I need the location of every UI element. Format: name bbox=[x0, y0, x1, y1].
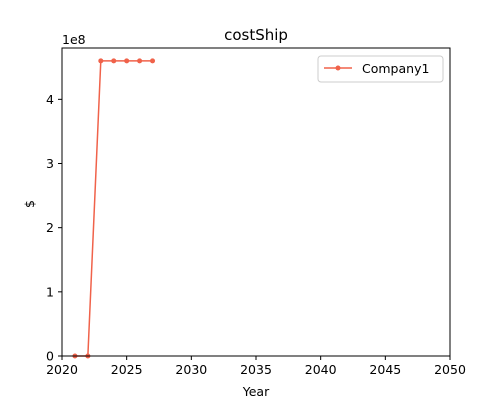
x-tick-label: 2030 bbox=[175, 362, 207, 377]
data-point bbox=[137, 58, 143, 64]
x-tick-label: 2045 bbox=[369, 362, 401, 377]
y-axis-label: $ bbox=[22, 200, 37, 208]
series-line bbox=[74, 60, 153, 357]
legend-label: Company1 bbox=[362, 61, 429, 76]
y-tick-label: 4 bbox=[46, 92, 54, 107]
data-point bbox=[111, 58, 117, 64]
legend: Company1 bbox=[317, 55, 444, 83]
x-axis: 2020 2025 2030 2035 2040 2045 2050 bbox=[46, 356, 466, 377]
y-axis: 0 1 2 3 4 bbox=[46, 92, 62, 364]
y-tick-label: 3 bbox=[46, 156, 54, 171]
x-tick-label: 2050 bbox=[434, 362, 466, 377]
axes-frame bbox=[61, 47, 451, 357]
x-tick-label: 2040 bbox=[305, 362, 337, 377]
x-axis-label: Year bbox=[242, 384, 270, 399]
y-tick-label: 1 bbox=[46, 284, 54, 299]
x-tick-label: 2020 bbox=[46, 362, 78, 377]
x-tick-label: 2025 bbox=[111, 362, 143, 377]
x-tick-label: 2035 bbox=[240, 362, 272, 377]
chart-title: costShip bbox=[224, 26, 288, 44]
data-point bbox=[98, 58, 104, 64]
data-point bbox=[150, 58, 156, 64]
y-tick-label: 0 bbox=[46, 349, 54, 364]
y-tick-label: 2 bbox=[46, 220, 54, 235]
legend-marker bbox=[335, 65, 341, 71]
plot-area bbox=[72, 58, 156, 359]
data-point bbox=[124, 58, 130, 64]
legend-box bbox=[317, 55, 444, 83]
y-scale-label: 1e8 bbox=[62, 32, 86, 47]
